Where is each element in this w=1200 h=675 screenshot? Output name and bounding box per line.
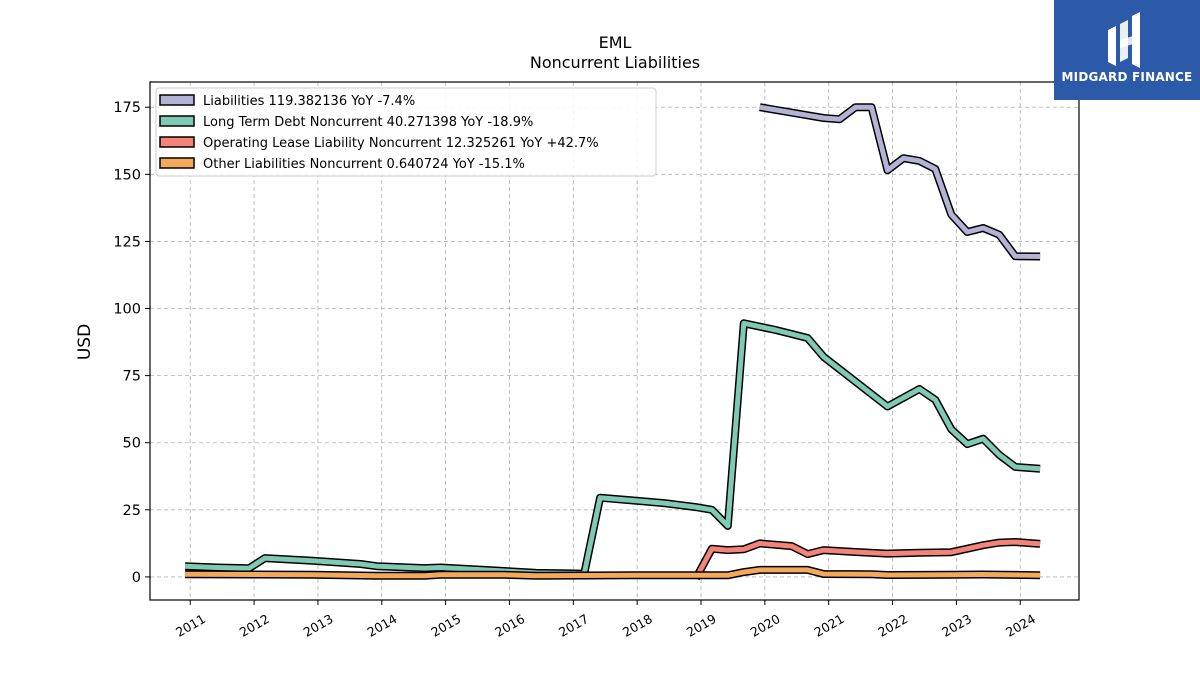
- legend-swatch-3: [159, 136, 195, 148]
- series-line-4: [185, 567, 1041, 579]
- y-tick-label: 150: [113, 167, 141, 183]
- chart-title: EML: [598, 33, 632, 52]
- series-outline-2: [184, 319, 1041, 578]
- legend: Liabilities 119.382136 YoY -7.4% Long Ter…: [155, 87, 657, 177]
- legend-swatch-1: [159, 94, 195, 106]
- y-tick-label: 175: [113, 100, 141, 116]
- series-lines: [184, 103, 1041, 581]
- series-line-3: [693, 539, 1041, 580]
- x-tick-label: 2014: [364, 611, 399, 640]
- plot-frame: [149, 81, 1080, 601]
- y-tick-label: 100: [113, 302, 141, 318]
- x-tick-label: 2018: [620, 611, 655, 640]
- x-tick-label: 2015: [428, 611, 463, 640]
- x-tick-label: 2020: [748, 611, 783, 640]
- legend-label-3: Operating Lease Liability Noncurrent 12.…: [203, 136, 599, 151]
- legend-label-2: Long Term Debt Noncurrent 40.271398 YoY …: [203, 115, 533, 130]
- x-tick-label: 2019: [684, 611, 719, 640]
- x-tick-label: 2022: [875, 611, 910, 640]
- brand-mark-icon: [1108, 12, 1140, 68]
- brand-logo: MIDGARD FINANCE: [1054, 0, 1200, 100]
- y-tick-label: 125: [113, 234, 141, 250]
- y-tick-label: 50: [123, 436, 141, 452]
- x-tick-label: 2011: [173, 611, 208, 640]
- y-axis-label: USD: [75, 324, 95, 360]
- x-tick-label: 2012: [237, 611, 272, 640]
- x-tick-label: 2017: [556, 611, 591, 640]
- y-tick-label: 75: [123, 369, 141, 385]
- legend-swatch-4: [159, 157, 195, 169]
- legend-label-4: Other Liabilities Noncurrent 0.640724 Yo…: [203, 157, 525, 172]
- y-axis: 0 25 50 75 100 125 150 175: [113, 100, 150, 586]
- y-tick-label: 25: [123, 503, 141, 519]
- legend-swatch-2: [159, 115, 195, 127]
- series-line-2: [184, 320, 1041, 577]
- x-tick-label: 2024: [1003, 611, 1038, 640]
- brand-name: MIDGARD FINANCE: [1061, 70, 1193, 84]
- legend-box: [155, 87, 657, 177]
- x-tick-label: 2021: [811, 611, 846, 640]
- x-axis: 2011 2012 2013 2014 2015 2016 2017 2018 2019 2020…: [173, 600, 1038, 640]
- x-tick-label: 2016: [492, 611, 527, 640]
- x-tick-label: 2013: [301, 611, 336, 640]
- series-line-1: [759, 104, 1041, 259]
- y-tick-label: 0: [132, 570, 141, 586]
- x-tick-label: 2023: [939, 611, 974, 640]
- chart-subtitle: Noncurrent Liabilities: [529, 53, 701, 72]
- legend-label-1: Liabilities 119.382136 YoY -7.4%: [203, 94, 415, 109]
